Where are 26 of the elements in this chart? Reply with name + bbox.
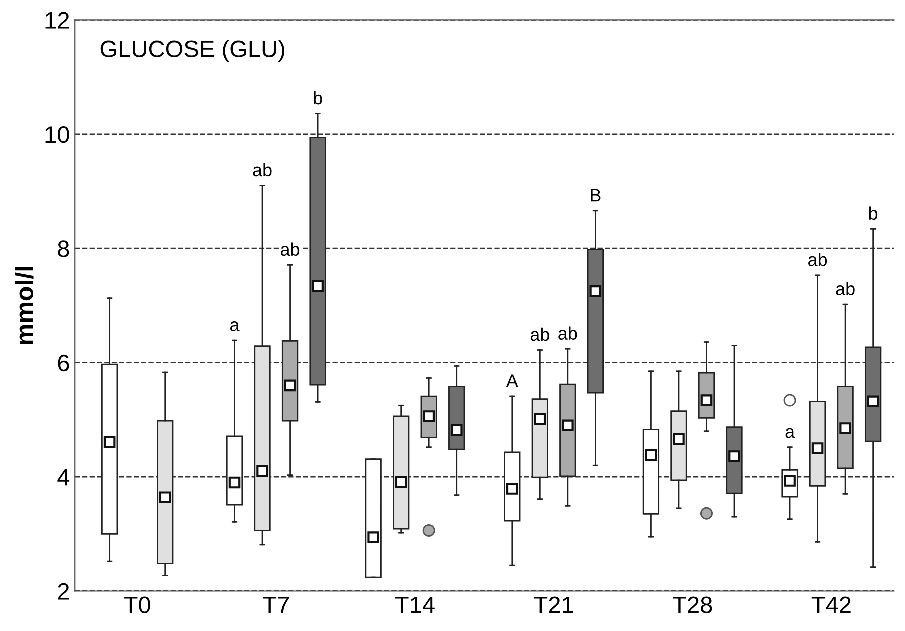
y-axis-title: mmol/l [15,267,34,344]
text: A [506,374,518,388]
text: ab [808,253,828,266]
y-tick-label: 6 [58,354,70,372]
y-tick-label: 2 [58,583,70,600]
x-tick-label: T21 [534,596,574,614]
text: ab [253,163,272,177]
x-tick-label: T28 [673,596,712,614]
text: ab [281,242,300,256]
text: ab [836,282,855,296]
text: a [786,428,796,438]
x-tick-label: T42 [812,596,851,614]
text: a [230,322,240,332]
text: ab [530,328,550,342]
text: ab [558,326,578,340]
y-tick-label: 8 [58,240,70,258]
y-tick-label: 10 [46,126,70,144]
y-tick-label: 12 [46,12,70,29]
x-tick-label: T14 [395,596,435,614]
text: GLUCOSE (GLU) [100,40,285,62]
x-tick-label: T7 [263,596,289,614]
text: b [869,206,878,220]
text: b [314,91,322,105]
text: B [591,189,601,202]
y-tick-label: 4 [58,469,70,486]
x-tick-label: T0 [124,596,150,614]
